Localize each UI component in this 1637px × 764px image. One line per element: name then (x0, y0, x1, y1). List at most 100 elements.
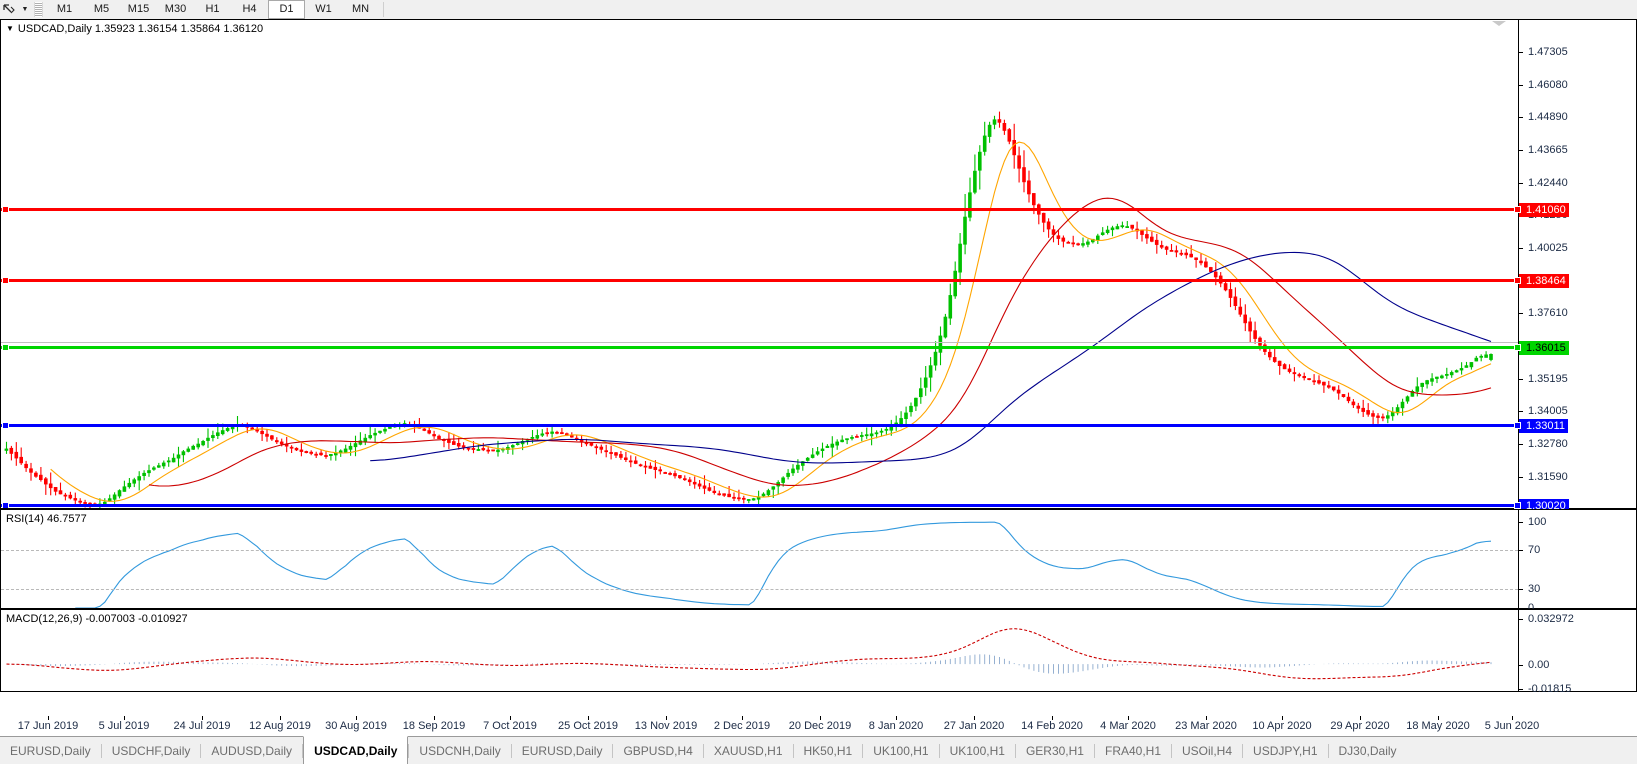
macd-plot[interactable] (1, 610, 1518, 691)
date-axis-label: 23 Mar 2020 (1175, 720, 1237, 732)
tab-hk50-h1[interactable]: HK50,H1 (803, 743, 853, 758)
rsi-level-30 (1, 589, 1518, 590)
date-axis-label: 8 Jan 2020 (868, 720, 924, 732)
chevron-down-icon[interactable]: ▼ (21, 6, 29, 13)
price-axis-label: 1.32780 (1528, 438, 1568, 450)
triangle-down-icon[interactable]: ▼ (6, 24, 14, 33)
date-axis-label: 5 Jul 2019 (98, 720, 150, 732)
rsi-axis-label: 100 (1528, 516, 1547, 528)
date-axis-label: 4 Mar 2020 (1100, 720, 1156, 732)
date-axis-label: 18 Sep 2019 (402, 720, 466, 732)
tab-usdcnh-daily[interactable]: USDCNH,Daily (419, 743, 501, 758)
timeframe-mn[interactable]: MN (351, 3, 370, 15)
current-level-line[interactable] (1, 344, 1518, 351)
chart-area[interactable]: ▼ USDCAD,Daily 1.35923 1.36154 1.35864 1.… (0, 19, 1637, 716)
tab-ger30-h1[interactable]: GER30,H1 (1025, 743, 1084, 758)
tab-fra40-h1[interactable]: FRA40,H1 (1104, 743, 1162, 758)
timeframe-d1[interactable]: D1 (268, 0, 305, 19)
macd-axis-label: 0.032972 (1528, 613, 1574, 625)
tab-divider (1327, 743, 1329, 758)
rsi-plot[interactable] (1, 510, 1518, 608)
price-axis-label: 1.43665 (1528, 144, 1568, 156)
date-axis-label: 29 Apr 2020 (1330, 720, 1390, 732)
resistance-line-2[interactable] (1, 277, 1518, 284)
top-toolbar: ▼ M1 M5 M15 M30 H1 H4 D1 W1 MN (0, 0, 1637, 20)
drag-grip-icon[interactable] (34, 2, 43, 17)
price-axis-label: 1.35195 (1528, 373, 1568, 385)
price-tag-resistance-2[interactable]: 1.38464 (1514, 274, 1569, 288)
price-axis-label: 1.42440 (1528, 177, 1568, 189)
tab-gbpusd-h4[interactable]: GBPUSD,H4 (623, 743, 693, 758)
macd-axis-label: 0.00 (1528, 659, 1550, 671)
tab-divider (1171, 743, 1173, 758)
tab-divider (938, 743, 940, 758)
price-pane-legend: ▼ USDCAD,Daily 1.35923 1.36154 1.35864 1.… (6, 23, 263, 35)
tab-eurusd-daily[interactable]: EURUSD,Daily (10, 743, 91, 758)
date-axis-label: 2 Dec 2019 (713, 720, 771, 732)
date-axis-label: 24 Jul 2019 (173, 720, 231, 732)
rsi-line (75, 521, 1492, 608)
rsi-pane-legend: RSI(14) 46.7577 (6, 513, 87, 525)
timeframe-h1[interactable]: H1 (205, 3, 220, 15)
rsi-level-70 (1, 550, 1518, 551)
macd-pane[interactable]: MACD(12,26,9) -0.007003 -0.010927 0.0329… (0, 609, 1637, 695)
price-legend-text: USDCAD,Daily 1.35923 1.36154 1.35864 1.3… (17, 23, 264, 35)
tab-divider (510, 743, 512, 758)
tab-divider (792, 743, 794, 758)
date-axis[interactable]: 17 Jun 2019 5 Jul 2019 24 Jul 2019 12 Aug 2… (0, 716, 1637, 736)
prev-close-line (1, 342, 1518, 343)
tab-xauusd-h1[interactable]: XAUUSD,H1 (713, 743, 783, 758)
tab-divider (1093, 743, 1095, 758)
rsi-axis-label: 70 (1528, 544, 1541, 556)
price-candles (4, 111, 1493, 508)
tab-divider (1242, 743, 1244, 758)
date-axis-label: 17 Jun 2019 (17, 720, 79, 732)
timeframe-w1[interactable]: W1 (315, 3, 332, 15)
rsi-axis-label: 30 (1528, 583, 1541, 595)
macd-axis-label: -0.01815 (1528, 683, 1572, 695)
date-axis-label: 14 Feb 2020 (1021, 720, 1083, 732)
date-axis-label: 30 Aug 2019 (325, 720, 387, 732)
resistance-line-1[interactable] (1, 206, 1518, 213)
timeframe-m15[interactable]: M15 (127, 3, 150, 15)
rsi-axis[interactable]: 100 70 30 0 (1518, 510, 1636, 614)
tab-usoil-h4[interactable]: USOil,H4 (1182, 743, 1233, 758)
tab-uk100-h1[interactable]: UK100,H1 (873, 743, 929, 758)
date-axis-label: 5 Jun 2020 (1484, 720, 1540, 732)
crosshair-cursor-icon[interactable] (0, 1, 18, 18)
price-axis[interactable]: 1.473051.460801.448901.436651.424401.412… (1514, 20, 1636, 548)
support-line-2[interactable] (1, 502, 1518, 508)
tab-divider (200, 743, 202, 758)
tab-dj30-daily[interactable]: DJ30,Daily (1338, 743, 1397, 758)
timeframe-m5[interactable]: M5 (93, 3, 110, 15)
date-axis-label: 25 Oct 2019 (558, 720, 618, 732)
tab-uk100-h1[interactable]: UK100,H1 (949, 743, 1005, 758)
support-line-1[interactable] (1, 422, 1518, 429)
price-plot[interactable] (1, 20, 1518, 508)
price-tag-current-level[interactable]: 1.36015 (1514, 341, 1569, 355)
date-axis-label: 20 Dec 2019 (788, 720, 852, 732)
chart-tab-bar[interactable]: EURUSD,Daily USDCHF,Daily AUDUSD,Daily USDC… (0, 736, 1637, 764)
timeframe-m30[interactable]: M30 (164, 3, 187, 15)
price-tag-resistance-1[interactable]: 1.41060 (1514, 203, 1569, 217)
tab-eurusd-daily[interactable]: EURUSD,Daily (521, 743, 603, 758)
toolbar-divider (383, 2, 384, 17)
timeframe-m1[interactable]: M1 (56, 3, 73, 15)
macd-axis[interactable]: 0.032972 0.00 -0.01815 (1518, 610, 1636, 695)
timeframe-h4[interactable]: H4 (242, 3, 257, 15)
price-axis-label: 1.46080 (1528, 79, 1568, 91)
rsi-pane[interactable]: RSI(14) 46.7577 100 70 30 0 (0, 509, 1637, 614)
tab-usdcad-daily[interactable]: USDCAD,Daily (303, 736, 409, 764)
tab-divider (302, 743, 304, 758)
price-pane[interactable]: ▼ USDCAD,Daily 1.35923 1.36154 1.35864 1.… (0, 19, 1637, 548)
rsi-axis-label: 0 (1528, 602, 1535, 614)
price-axis-label: 1.31590 (1528, 471, 1568, 483)
tab-divider (862, 743, 864, 758)
tab-divider (100, 743, 102, 758)
price-tag-support-1[interactable]: 1.33011 (1514, 419, 1568, 433)
tab-audusd-daily[interactable]: AUDUSD,Daily (211, 743, 293, 758)
tab-usdjpy-h1[interactable]: USDJPY,H1 (1253, 743, 1318, 758)
date-axis-label: 13 Nov 2019 (634, 720, 698, 732)
macd-pane-legend: MACD(12,26,9) -0.007003 -0.010927 (6, 613, 188, 625)
tab-usdchf-daily[interactable]: USDCHF,Daily (111, 743, 191, 758)
